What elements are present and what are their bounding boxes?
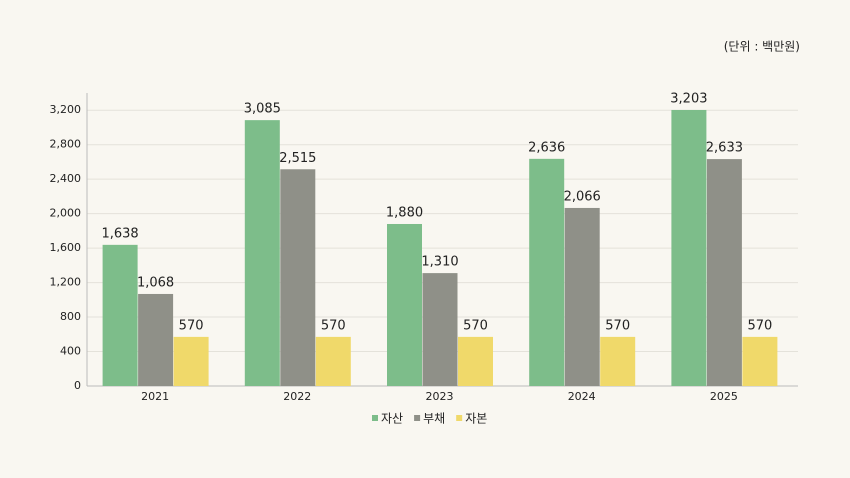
value-label: 570 [179,318,204,333]
value-label: 1,068 [137,275,174,290]
bar [315,336,351,386]
value-label: 3,085 [244,102,281,117]
x-tick-label: 2023 [426,390,454,403]
value-label: 1,310 [421,255,458,270]
value-label: 570 [321,318,346,333]
bar [244,120,280,386]
x-tick-label: 2024 [568,390,596,403]
bar [138,293,174,386]
bar [529,158,565,386]
y-tick-label: 1,600 [50,241,82,254]
y-tick-label: 400 [60,345,81,358]
value-label: 570 [605,318,630,333]
y-tick-label: 2,800 [50,138,82,151]
y-tick-label: 2,000 [50,207,82,220]
bar [706,159,742,386]
bar [564,207,600,386]
value-label: 2,066 [564,189,601,204]
legend-label: 자산 [381,412,403,426]
value-label: 570 [747,318,772,333]
unit-note: (단위 : 백만원) [724,40,800,54]
value-label: 3,203 [670,91,707,106]
value-label: 2,515 [279,151,316,166]
y-tick-label: 1,200 [50,276,82,289]
y-tick-label: 2,400 [50,172,82,185]
y-tick-label: 0 [74,379,81,392]
value-label: 1,638 [101,226,138,241]
x-tick-label: 2022 [283,390,311,403]
x-tick-label: 2021 [141,390,169,403]
bar [387,223,422,386]
legend-label: 자본 [465,412,487,426]
y-tick-label: 3,200 [50,103,82,116]
value-label: 2,633 [706,141,743,156]
bar [280,169,316,386]
bar [422,273,458,386]
value-label: 1,880 [386,205,423,220]
legend-label: 부채 [423,412,445,426]
bar [671,109,707,386]
x-tick-label: 2025 [710,390,738,403]
bar [742,336,778,386]
bar [600,336,636,386]
bar [102,244,138,386]
legend-swatch [456,415,463,421]
legend-swatch [414,415,421,421]
legend-swatch [372,415,378,421]
value-label: 570 [463,318,488,333]
value-label: 2,636 [528,140,565,155]
bar [458,336,493,386]
bar [173,336,209,386]
y-tick-label: 800 [60,310,81,323]
